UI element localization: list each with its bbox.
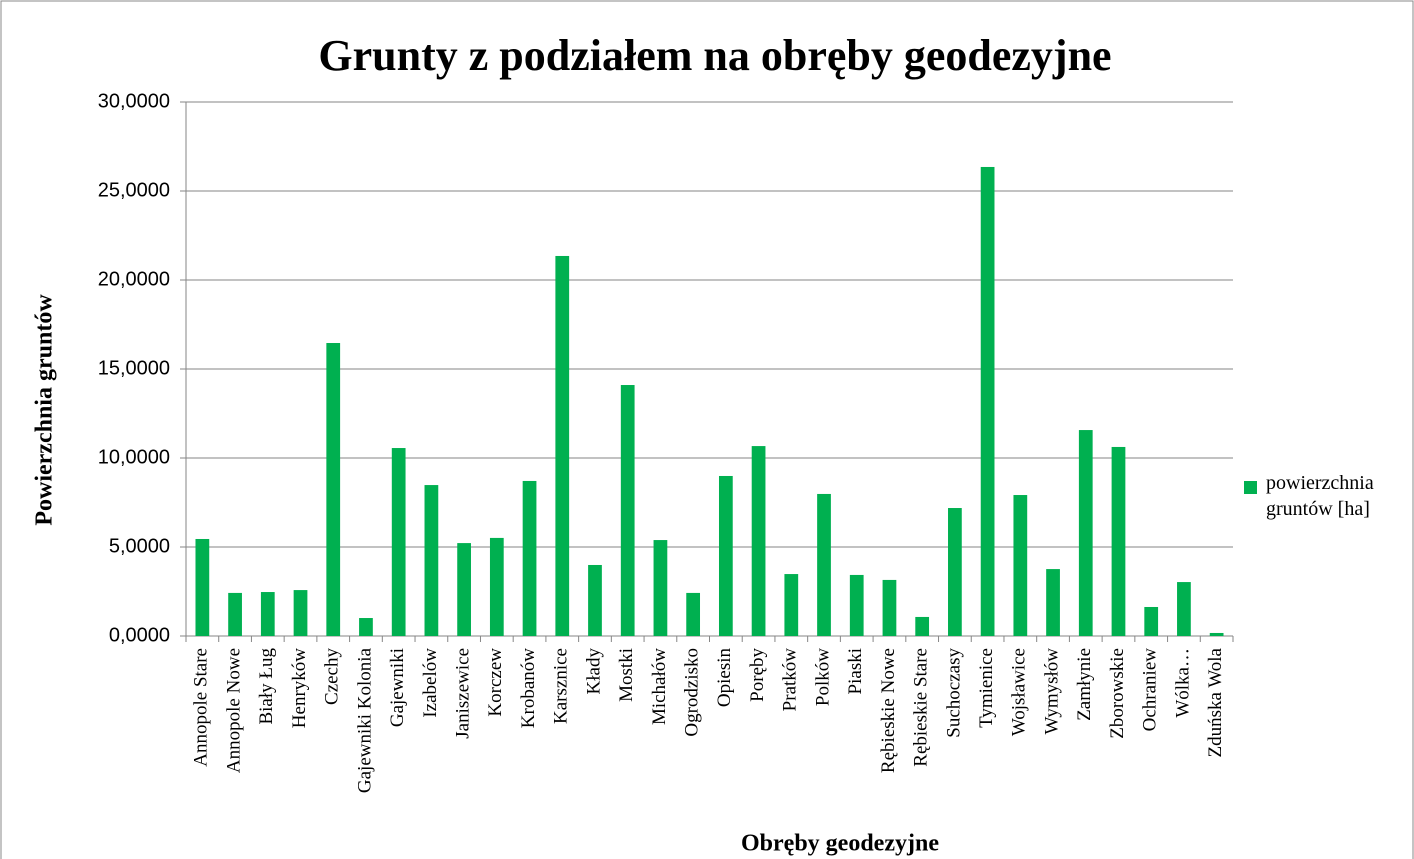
bar bbox=[359, 618, 373, 636]
x-tick-label: Ogrodzisko bbox=[682, 648, 703, 737]
y-tick-label: 0,0000 bbox=[109, 624, 170, 646]
x-tick-label: Gajewniki Kolonia bbox=[354, 647, 375, 793]
bar bbox=[915, 616, 930, 636]
x-tick-label: Annopole Nowe bbox=[223, 648, 244, 773]
legend-label: powierzchnia gruntów [ha] bbox=[1266, 472, 1374, 520]
bar bbox=[260, 592, 275, 636]
bar bbox=[817, 493, 831, 636]
bar bbox=[391, 448, 406, 636]
y-tick-label: 25,0000 bbox=[98, 179, 170, 201]
x-tick-label: Janiszewice bbox=[452, 648, 473, 739]
x-tick-label: Zborowskie bbox=[1107, 648, 1128, 739]
bar bbox=[522, 480, 537, 636]
x-tick-label: Suchoczasy bbox=[943, 648, 964, 738]
bar bbox=[980, 166, 995, 636]
y-tick-label: 30,0000 bbox=[98, 90, 170, 112]
y-tick-label: 15,0000 bbox=[98, 357, 170, 379]
x-tick-label: Piaski bbox=[845, 648, 866, 694]
x-tick-label: Ochraniew bbox=[1140, 648, 1161, 732]
bar bbox=[1144, 606, 1159, 636]
x-tick-label: Poręby bbox=[747, 648, 768, 702]
bar bbox=[1078, 430, 1093, 636]
legend-swatch bbox=[1244, 481, 1257, 494]
chart-title: Grunty z podziałem na obręby geodezyjne bbox=[318, 31, 1111, 80]
bar bbox=[882, 579, 897, 636]
x-tick-label: Korczew bbox=[485, 648, 506, 717]
bar bbox=[457, 543, 471, 636]
bar bbox=[293, 590, 308, 636]
x-tick-label: Opiesin bbox=[714, 648, 735, 708]
bar bbox=[718, 475, 733, 636]
x-tick-label: Pratków bbox=[780, 648, 801, 712]
bar bbox=[849, 574, 864, 636]
x-axis-title: Obręby geodezyjne bbox=[741, 831, 939, 857]
x-tick-label: Izabelów bbox=[420, 648, 441, 718]
bar bbox=[653, 540, 668, 636]
bar bbox=[326, 343, 341, 636]
x-tick-label: Mostki bbox=[616, 648, 637, 702]
x-tick-label: Gajewniki bbox=[387, 648, 408, 727]
bar bbox=[195, 538, 210, 636]
bar bbox=[686, 592, 701, 636]
y-tick-label: 20,0000 bbox=[98, 268, 170, 290]
x-tick-label: Annopole Stare bbox=[191, 648, 212, 767]
x-tick-label: Wólka… bbox=[1172, 648, 1193, 718]
bar bbox=[751, 446, 766, 636]
bar bbox=[1111, 446, 1126, 636]
bar bbox=[1046, 569, 1060, 636]
bar bbox=[555, 255, 570, 636]
x-tick-label: Czechy bbox=[322, 648, 343, 705]
y-tick-label: 10,0000 bbox=[98, 446, 170, 468]
x-tick-label: Kłady bbox=[583, 648, 604, 695]
x-tick-label: Polków bbox=[812, 648, 833, 706]
x-tick-label: Karsznice bbox=[551, 648, 572, 724]
bar bbox=[489, 537, 504, 636]
bar bbox=[1177, 582, 1191, 636]
x-tick-label: Wymysłów bbox=[1041, 648, 1062, 735]
bar bbox=[1013, 495, 1028, 636]
bar bbox=[424, 485, 439, 636]
x-tick-label: Rębieskie Stare bbox=[911, 648, 932, 767]
x-tick-label: Biały Ług bbox=[256, 648, 277, 725]
x-tick-label: Krobanów bbox=[518, 648, 539, 728]
bar bbox=[620, 385, 635, 636]
bar bbox=[228, 592, 242, 636]
x-tick-label: Wojsławice bbox=[1009, 648, 1030, 736]
x-tick-label: Henryków bbox=[289, 648, 310, 728]
y-tick-label: 5,0000 bbox=[109, 535, 170, 557]
bar bbox=[588, 564, 602, 636]
x-tick-label: Zduńska Wola bbox=[1205, 647, 1226, 757]
bar bbox=[1209, 632, 1224, 636]
x-tick-label: Tymienice bbox=[976, 648, 997, 728]
bar bbox=[948, 508, 962, 636]
x-tick-label: Rębieskie Nowe bbox=[878, 648, 899, 773]
x-tick-label: Zamłynie bbox=[1074, 648, 1095, 721]
bar bbox=[784, 574, 799, 636]
x-tick-label: Michałów bbox=[649, 648, 670, 725]
y-axis-title: Powierzchnia gruntów bbox=[32, 294, 58, 526]
